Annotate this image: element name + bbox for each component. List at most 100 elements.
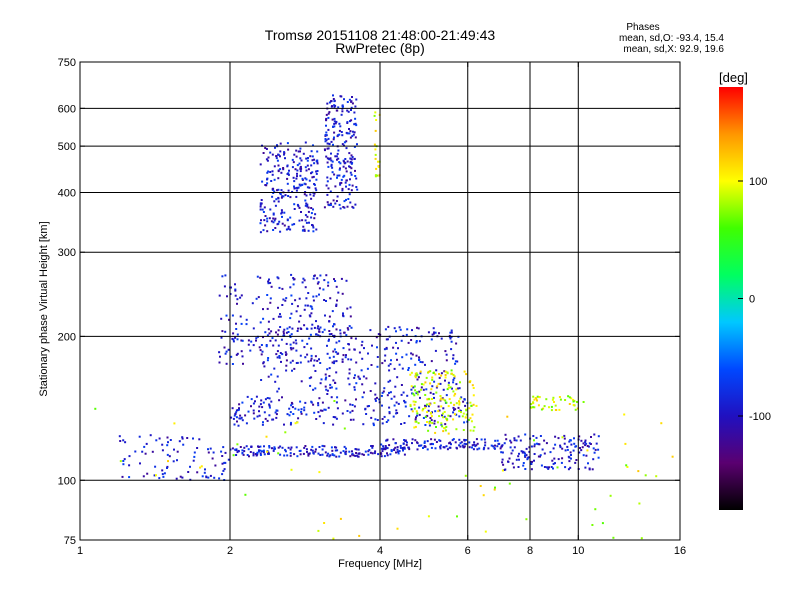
data-point bbox=[357, 455, 359, 458]
data-point bbox=[221, 275, 224, 278]
data-point bbox=[572, 398, 575, 401]
data-point bbox=[592, 447, 595, 450]
data-point bbox=[237, 424, 240, 427]
data-point bbox=[323, 206, 326, 209]
data-point bbox=[413, 407, 416, 410]
data-point bbox=[260, 219, 262, 222]
data-point bbox=[450, 348, 453, 351]
data-point bbox=[276, 350, 279, 353]
data-point bbox=[342, 165, 345, 168]
data-point bbox=[317, 325, 320, 328]
data-point bbox=[293, 187, 296, 190]
data-point bbox=[267, 156, 270, 159]
data-point bbox=[381, 450, 384, 453]
data-point bbox=[332, 205, 335, 208]
data-point bbox=[335, 417, 338, 420]
data-point bbox=[247, 339, 250, 342]
data-point bbox=[538, 443, 541, 446]
data-point bbox=[345, 334, 348, 337]
data-point bbox=[306, 186, 309, 189]
data-point bbox=[277, 200, 280, 203]
data-point bbox=[223, 468, 226, 471]
data-point bbox=[418, 390, 421, 393]
data-point bbox=[231, 314, 234, 317]
data-point bbox=[493, 488, 496, 491]
data-point bbox=[293, 185, 295, 188]
data-point bbox=[347, 110, 350, 113]
data-point bbox=[533, 439, 535, 442]
data-point bbox=[176, 450, 179, 453]
data-point bbox=[536, 399, 538, 402]
data-point bbox=[249, 349, 252, 352]
data-point bbox=[395, 352, 398, 355]
data-point bbox=[533, 445, 536, 448]
data-point bbox=[275, 331, 277, 334]
data-point bbox=[167, 460, 169, 463]
data-point bbox=[173, 422, 176, 425]
data-point bbox=[375, 396, 378, 399]
data-point bbox=[424, 381, 427, 384]
data-point bbox=[487, 447, 490, 450]
data-point bbox=[312, 452, 315, 455]
data-point bbox=[291, 369, 293, 372]
data-point bbox=[567, 468, 570, 471]
data-point bbox=[450, 331, 453, 334]
data-point bbox=[331, 166, 334, 169]
data-point bbox=[389, 453, 392, 456]
data-point bbox=[434, 431, 437, 434]
data-point bbox=[297, 186, 300, 189]
data-point bbox=[273, 165, 276, 168]
data-point bbox=[591, 468, 594, 471]
data-point bbox=[561, 447, 564, 450]
data-point bbox=[268, 404, 271, 407]
data-point bbox=[476, 448, 479, 451]
data-point bbox=[276, 189, 278, 192]
data-point bbox=[284, 351, 287, 354]
data-point bbox=[430, 438, 433, 441]
data-point bbox=[517, 466, 520, 468]
data-point bbox=[644, 474, 647, 477]
data-point bbox=[168, 455, 171, 458]
data-point bbox=[503, 442, 506, 445]
data-point bbox=[448, 442, 451, 445]
data-point bbox=[612, 536, 615, 539]
data-point bbox=[416, 393, 419, 396]
data-point bbox=[256, 275, 259, 278]
data-point bbox=[301, 229, 304, 232]
data-point bbox=[310, 354, 313, 357]
data-point bbox=[569, 466, 572, 469]
data-point bbox=[343, 98, 345, 101]
data-point bbox=[266, 182, 269, 185]
data-point bbox=[370, 445, 373, 447]
data-point bbox=[318, 397, 321, 400]
data-point bbox=[411, 438, 414, 441]
data-point bbox=[394, 446, 397, 449]
data-point bbox=[525, 518, 528, 521]
data-point bbox=[257, 446, 260, 448]
data-point bbox=[464, 474, 467, 477]
data-point bbox=[400, 393, 403, 396]
data-point bbox=[442, 446, 445, 449]
data-point bbox=[315, 160, 318, 163]
data-point bbox=[335, 285, 338, 288]
data-point bbox=[414, 363, 417, 366]
data-point bbox=[311, 307, 314, 310]
data-point bbox=[336, 449, 339, 452]
data-point bbox=[440, 372, 443, 375]
data-point bbox=[277, 446, 280, 449]
data-point bbox=[409, 403, 412, 406]
data-point bbox=[404, 401, 407, 404]
data-point bbox=[373, 114, 376, 117]
data-point bbox=[397, 402, 400, 405]
data-point bbox=[472, 403, 475, 406]
data-point bbox=[295, 446, 298, 449]
data-point bbox=[286, 173, 289, 175]
data-point bbox=[494, 444, 496, 447]
data-point bbox=[289, 423, 292, 426]
data-point bbox=[281, 287, 284, 290]
data-point bbox=[316, 327, 319, 330]
data-point bbox=[239, 296, 242, 299]
data-point bbox=[307, 168, 310, 171]
data-point bbox=[303, 228, 306, 231]
data-point bbox=[314, 387, 317, 390]
